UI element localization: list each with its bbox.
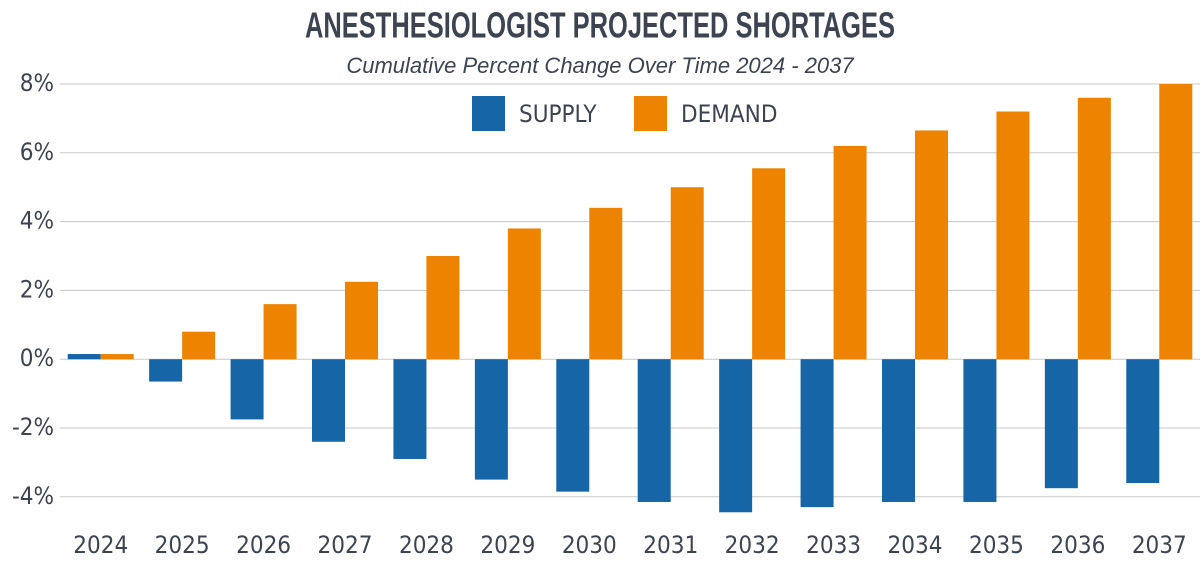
bar (719, 359, 753, 513)
x-tick-label: 2028 (399, 531, 454, 559)
bar (670, 187, 704, 360)
chart-subtitle: Cumulative Percent Change Over Time 2024… (346, 53, 854, 78)
x-tick-label: 2027 (318, 531, 373, 559)
bar (1126, 359, 1160, 484)
bar (1044, 359, 1078, 489)
y-tick-label: 2% (20, 275, 54, 303)
y-tick-label: 0% (20, 344, 54, 372)
bar (752, 168, 786, 360)
x-tick-label: 2035 (969, 531, 1024, 559)
y-tick-label: -4% (12, 482, 54, 510)
bar (149, 359, 183, 382)
bar (67, 354, 101, 360)
x-tick-label: 2037 (1132, 531, 1187, 559)
y-tick-label: 4% (20, 207, 54, 235)
bar (637, 359, 671, 502)
bar (1077, 97, 1111, 360)
bar (263, 304, 297, 360)
bar (1159, 84, 1193, 360)
x-tick-label: 2033 (806, 531, 861, 559)
y-tick-label: 6% (20, 138, 54, 166)
bar (996, 111, 1030, 360)
x-tick-label: 2032 (725, 531, 780, 559)
bar (507, 228, 541, 360)
x-tick-label: 2029 (480, 531, 535, 559)
bar (474, 359, 508, 480)
legend-swatch (472, 96, 505, 131)
x-tick-label: 2034 (888, 531, 943, 559)
bar (230, 359, 264, 420)
chart-title: ANESTHESIOLOGIST PROJECTED SHORTAGES (305, 5, 895, 46)
x-tick-label: 2026 (236, 531, 291, 559)
x-tick-label: 2031 (643, 531, 698, 559)
x-tick-label: 2024 (73, 531, 128, 559)
bar (882, 359, 915, 502)
bar (312, 359, 345, 442)
bar (556, 359, 590, 492)
bar (800, 359, 834, 508)
legend-label: DEMAND (681, 100, 777, 128)
bar (833, 145, 867, 360)
bar (100, 354, 134, 360)
x-tick-label: 2030 (562, 531, 617, 559)
bar (589, 207, 623, 360)
y-tick-label: -2% (12, 413, 54, 441)
legend-swatch (634, 96, 667, 131)
bar (393, 359, 427, 459)
x-tick-label: 2036 (1050, 531, 1105, 559)
x-tick-label: 2025 (155, 531, 210, 559)
bar (426, 256, 460, 360)
y-tick-label: 8% (20, 69, 54, 97)
bar (345, 281, 378, 360)
bar (963, 359, 997, 502)
bar (182, 331, 216, 360)
legend-label: SUPPLY (519, 100, 597, 128)
bar (915, 130, 948, 360)
